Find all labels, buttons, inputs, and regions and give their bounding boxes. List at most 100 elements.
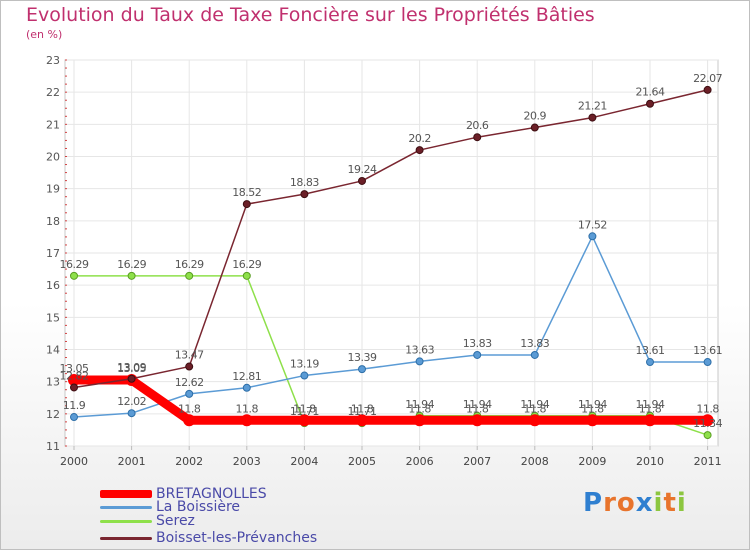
data-label-serez: 11.94 xyxy=(520,398,549,411)
data-point-la-boissiere xyxy=(300,371,309,380)
data-point-boisset xyxy=(588,113,597,122)
data-label-serez: 11.94 xyxy=(578,398,607,411)
y-tick-label: 19 xyxy=(46,183,60,196)
y-tick-label: 18 xyxy=(46,215,60,228)
data-point-la-boissiere xyxy=(703,358,712,367)
legend-label-la-boissiere: La Boissière xyxy=(156,499,241,515)
logo-letter: t xyxy=(663,488,677,518)
data-point-la-boissiere xyxy=(473,350,482,359)
data-point-boisset xyxy=(415,146,424,155)
logo-letter: o xyxy=(616,488,636,518)
x-tick-label: 2007 xyxy=(463,455,491,468)
data-label-la-boissiere: 13.83 xyxy=(520,337,549,350)
y-tick-label: 13 xyxy=(46,376,60,389)
y-tick-label: 14 xyxy=(46,344,60,357)
data-label-serez: 11.71 xyxy=(348,405,377,418)
data-point-la-boissiere xyxy=(415,357,424,366)
data-point-serez xyxy=(703,431,712,440)
data-label-la-boissiere: 11.9 xyxy=(63,399,86,412)
data-label-bretagnolles: 11.8 xyxy=(408,402,431,415)
data-point-bretagnolles xyxy=(413,414,426,427)
x-tick-label: 2001 xyxy=(118,455,146,468)
data-label-bretagnolles: 11.8 xyxy=(236,402,259,415)
data-label-la-boissiere: 12.02 xyxy=(117,395,146,408)
x-tick-label: 2006 xyxy=(406,455,434,468)
data-point-serez xyxy=(185,271,194,280)
legend-item-la-boissiere: La Boissière xyxy=(100,499,240,515)
data-point-boisset xyxy=(358,176,366,185)
data-label-bretagnolles: 11.8 xyxy=(178,402,201,415)
data-label-la-boissiere: 13.63 xyxy=(405,343,434,356)
data-point-la-boissiere xyxy=(646,358,654,367)
x-tick-label: 2011 xyxy=(694,455,722,468)
data-point-la-boissiere xyxy=(185,389,194,398)
data-point-boisset xyxy=(473,133,482,142)
data-label-serez: 16.29 xyxy=(117,258,146,271)
data-label-serez: 16.29 xyxy=(60,258,89,271)
data-label-boisset: 13.47 xyxy=(175,349,204,362)
chart-title: Evolution du Taux de Taxe Foncière sur l… xyxy=(26,4,595,26)
data-point-serez xyxy=(242,271,251,280)
x-tick-label: 2005 xyxy=(348,455,376,468)
data-label-bretagnolles: 13.05 xyxy=(60,362,89,375)
data-label-la-boissiere: 13.61 xyxy=(636,344,665,357)
legend-item-boisset: Boisset-les-Prévanches xyxy=(100,530,317,546)
data-point-la-boissiere xyxy=(358,365,366,374)
x-tick-label: 2000 xyxy=(60,455,88,468)
legend-swatch-boisset xyxy=(100,536,152,540)
data-point-boisset xyxy=(530,123,539,132)
x-tick-label: 2010 xyxy=(636,455,664,468)
data-point-boisset xyxy=(242,200,251,209)
data-point-bretagnolles xyxy=(586,414,599,427)
data-label-la-boissiere: 13.61 xyxy=(693,344,722,357)
data-label-la-boissiere: 12.62 xyxy=(175,376,204,389)
y-tick-label: 16 xyxy=(46,279,60,292)
y-tick-label: 11 xyxy=(46,440,60,453)
data-label-la-boissiere: 13.19 xyxy=(290,358,319,371)
y-tick-label: 17 xyxy=(46,247,60,260)
data-label-boisset: 13.09 xyxy=(117,361,146,374)
data-label-serez: 11.71 xyxy=(290,405,319,418)
legend-swatch-la-boissiere xyxy=(100,505,152,509)
data-label-boisset: 19.24 xyxy=(348,163,377,176)
series-line-boisset xyxy=(73,89,709,389)
legend-label-boisset: Boisset-les-Prévanches xyxy=(156,530,318,546)
data-label-boisset: 18.52 xyxy=(232,186,261,199)
data-point-la-boissiere xyxy=(530,350,539,359)
data-label-boisset: 21.64 xyxy=(636,86,665,99)
data-point-la-boissiere xyxy=(127,409,136,418)
unit-label: (en %) xyxy=(26,28,63,41)
data-label-bretagnolles: 11.8 xyxy=(351,402,374,415)
data-point-bretagnolles xyxy=(644,414,656,427)
data-point-boisset xyxy=(703,85,712,94)
data-label-bretagnolles: 11.8 xyxy=(581,402,604,415)
logo-letter: x xyxy=(635,488,654,518)
data-point-la-boissiere xyxy=(588,232,597,241)
y-tick-label: 22 xyxy=(46,86,60,99)
data-point-bretagnolles xyxy=(183,414,196,427)
data-point-bretagnolles xyxy=(356,414,368,427)
data-point-boisset xyxy=(300,190,309,199)
legend-swatch-serez xyxy=(100,519,152,523)
data-point-boisset xyxy=(646,99,654,108)
series-line-la-boissiere xyxy=(73,235,709,418)
data-point-bretagnolles xyxy=(701,414,714,427)
data-label-boisset: 20.2 xyxy=(408,132,431,145)
logo-letter: r xyxy=(603,488,617,518)
data-label-boisset: 12.82 xyxy=(60,369,89,382)
legend-label-serez: Serez xyxy=(156,513,195,529)
data-label-serez: 11.94 xyxy=(463,398,492,411)
y-tick-label: 15 xyxy=(46,311,60,324)
y-tick-label: 20 xyxy=(46,151,60,164)
logo-letter: i xyxy=(676,488,687,518)
data-label-bretagnolles: 11.8 xyxy=(696,402,719,415)
data-label-la-boissiere: 13.83 xyxy=(463,337,492,350)
data-point-bretagnolles xyxy=(471,414,484,427)
logo-letter: i xyxy=(653,488,664,518)
data-label-bretagnolles: 11.8 xyxy=(639,402,662,415)
x-tick-label: 2004 xyxy=(290,455,318,468)
x-tick-label: 2003 xyxy=(233,455,261,468)
data-label-boisset: 20.6 xyxy=(466,119,489,132)
x-tick-label: 2009 xyxy=(578,455,606,468)
